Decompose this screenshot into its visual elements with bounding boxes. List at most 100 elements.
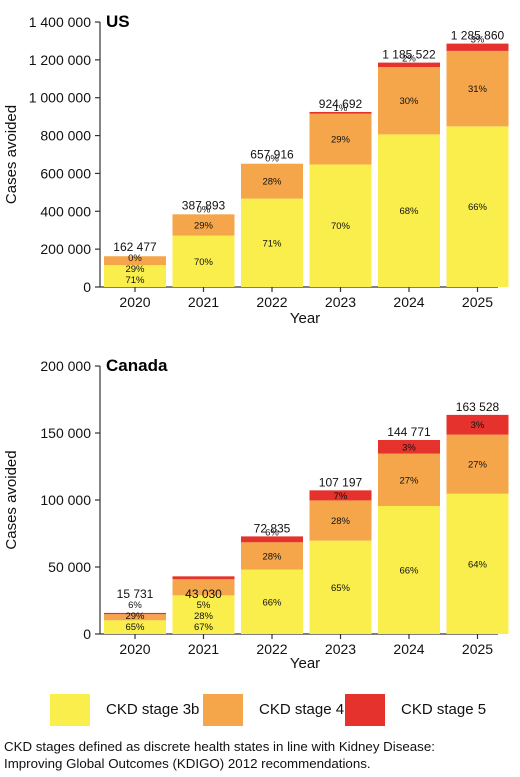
bar-segment-stage-3b — [241, 198, 303, 287]
segment-label-stage-5: 7% — [334, 491, 348, 502]
bar-segment-stage-3b — [172, 595, 235, 634]
y-tick-label: 100 000 — [40, 492, 91, 508]
bar-total-label: 657 916 — [250, 147, 294, 161]
bar-segment-stage-4 — [446, 50, 509, 127]
bar-total-label: 15 731 — [117, 587, 154, 601]
bar-segment-stage-3b — [104, 620, 166, 634]
segment-label-stage-5: 3% — [402, 442, 416, 453]
bar-segment-stage-4 — [309, 500, 372, 541]
segment-label-stage-4: 28% — [194, 611, 214, 622]
bar-segment-stage-3b — [378, 505, 440, 634]
chart-figure: 0 200 000 400 000 600 000 800 000 1 000 000 1 … — [3, 12, 509, 672]
bar-segment-stage-5 — [446, 43, 509, 51]
y-tick-label: 600 000 — [40, 165, 91, 181]
bar-segment-stage-5 — [241, 536, 303, 543]
bar-segment-stage-3b — [446, 126, 509, 287]
bar-segment-stage-4 — [172, 579, 235, 596]
segment-label-stage-3b: 70% — [194, 257, 214, 268]
bar-total-label: 924 692 — [319, 97, 363, 111]
bar-segment-stage-4 — [241, 542, 303, 570]
y-tick-label: 200 000 — [40, 358, 91, 374]
legend-swatch-stage-5 — [345, 694, 385, 726]
segment-label-stage-4: 29% — [331, 135, 351, 146]
footnote-line-2: Improving Global Outcomes (KDIGO) 2012 r… — [4, 756, 371, 771]
x-axis-title: Year — [290, 655, 320, 672]
bar-segment-stage-4 — [172, 214, 235, 236]
segment-label-stage-5: 0% — [128, 253, 142, 264]
bar-segment-stage-4 — [241, 163, 303, 199]
y-tick-label: 0 — [83, 279, 91, 295]
bar-segment-stage-4 — [378, 67, 440, 135]
bar-total-label: 107 197 — [319, 475, 363, 489]
legend-swatch-stage-4 — [203, 694, 243, 726]
y-tick-label: 1 200 000 — [29, 52, 91, 68]
legend-label-stage-4: CKD stage 4 — [259, 701, 345, 718]
segment-label-stage-5: 1% — [334, 103, 348, 114]
y-tick-label: 50 000 — [48, 559, 91, 575]
bar-total-label: 1 185 522 — [382, 48, 436, 62]
bar-segment-stage-3b — [104, 265, 166, 287]
bar-total-label: 1 285 860 — [451, 29, 505, 43]
x-tick-label: 2025 — [462, 294, 493, 310]
bar-total-label: 43 030 — [185, 587, 222, 601]
x-tick-label: 2023 — [325, 294, 356, 310]
bar-segment-stage-4 — [104, 614, 166, 621]
bar-segment-stage-5 — [104, 612, 166, 615]
segment-label-stage-3b: 64% — [468, 559, 488, 570]
panel-title: US — [106, 12, 130, 31]
segment-label-stage-3b: 65% — [125, 622, 145, 633]
chart-panel-us: 0 200 000 400 000 600 000 800 000 1 000 000 1 … — [3, 12, 509, 327]
bar-segment-stage-4 — [378, 453, 440, 506]
segment-label-stage-4: 28% — [331, 516, 351, 527]
bar-segment-stage-3b — [446, 493, 509, 634]
segment-label-stage-5: 3% — [471, 420, 485, 431]
x-axis-title: Year — [290, 310, 320, 327]
bar-total-label: 144 771 — [387, 425, 431, 439]
x-tick-label: 2022 — [256, 641, 287, 657]
segment-label-stage-4: 29% — [125, 611, 145, 622]
segment-label-stage-3b: 71% — [262, 238, 282, 249]
y-tick-label: 800 000 — [40, 128, 91, 144]
segment-label-stage-5: 6% — [128, 600, 142, 611]
bar-segment-stage-5 — [172, 576, 235, 580]
bar-total-label: 162 477 — [113, 240, 157, 254]
x-tick-label: 2021 — [188, 641, 219, 657]
bar-total-label: 387 893 — [182, 199, 226, 213]
bar-segment-stage-5 — [378, 62, 440, 68]
y-tick-label: 150 000 — [40, 425, 91, 441]
footnote: CKD stages defined as discrete health st… — [4, 738, 516, 772]
bar-total-label: 72 835 — [254, 521, 291, 535]
segment-label-stage-3b: 70% — [331, 221, 351, 232]
segment-label-stage-5: 2% — [402, 54, 416, 65]
segment-label-stage-4: 30% — [399, 96, 419, 107]
chart-panel-canada: 0 50 000 100 000 150 000 200 000 Cases avoide… — [3, 356, 509, 672]
x-tick-label: 2020 — [119, 294, 150, 310]
segment-label-stage-4: 27% — [399, 475, 419, 486]
y-tick-label: 200 000 — [40, 241, 91, 257]
segment-label-stage-5: 0% — [197, 205, 211, 216]
segment-label-stage-3b: 68% — [399, 206, 419, 217]
segment-label-stage-3b: 66% — [468, 202, 488, 213]
segment-label-stage-3b: 65% — [331, 583, 351, 594]
segment-label-stage-4: 28% — [262, 551, 282, 562]
segment-label-stage-4: 29% — [194, 220, 214, 231]
segment-label-stage-3b: 67% — [194, 622, 214, 633]
legend-swatch-stage-3b — [50, 694, 90, 726]
x-tick-label: 2024 — [393, 294, 424, 310]
bar-segment-stage-3b — [309, 540, 372, 634]
bar-segment-stage-3b — [309, 164, 372, 287]
y-tick-label: 1 400 000 — [29, 14, 91, 30]
x-tick-label: 2025 — [462, 641, 493, 657]
segment-label-stage-5: 6% — [265, 527, 279, 538]
bar-segment-stage-3b — [241, 569, 303, 634]
y-tick-label: 400 000 — [40, 203, 91, 219]
bar-segment-stage-4 — [309, 113, 372, 165]
segment-label-stage-3b: 66% — [262, 597, 282, 608]
segment-label-stage-4: 28% — [262, 177, 282, 188]
panel-title: Canada — [106, 356, 168, 375]
y-tick-label: 0 — [83, 626, 91, 642]
bar-segment-stage-3b — [172, 235, 235, 287]
segment-label-stage-4: 31% — [468, 84, 488, 95]
x-tick-label: 2021 — [188, 294, 219, 310]
x-tick-label: 2022 — [256, 294, 287, 310]
